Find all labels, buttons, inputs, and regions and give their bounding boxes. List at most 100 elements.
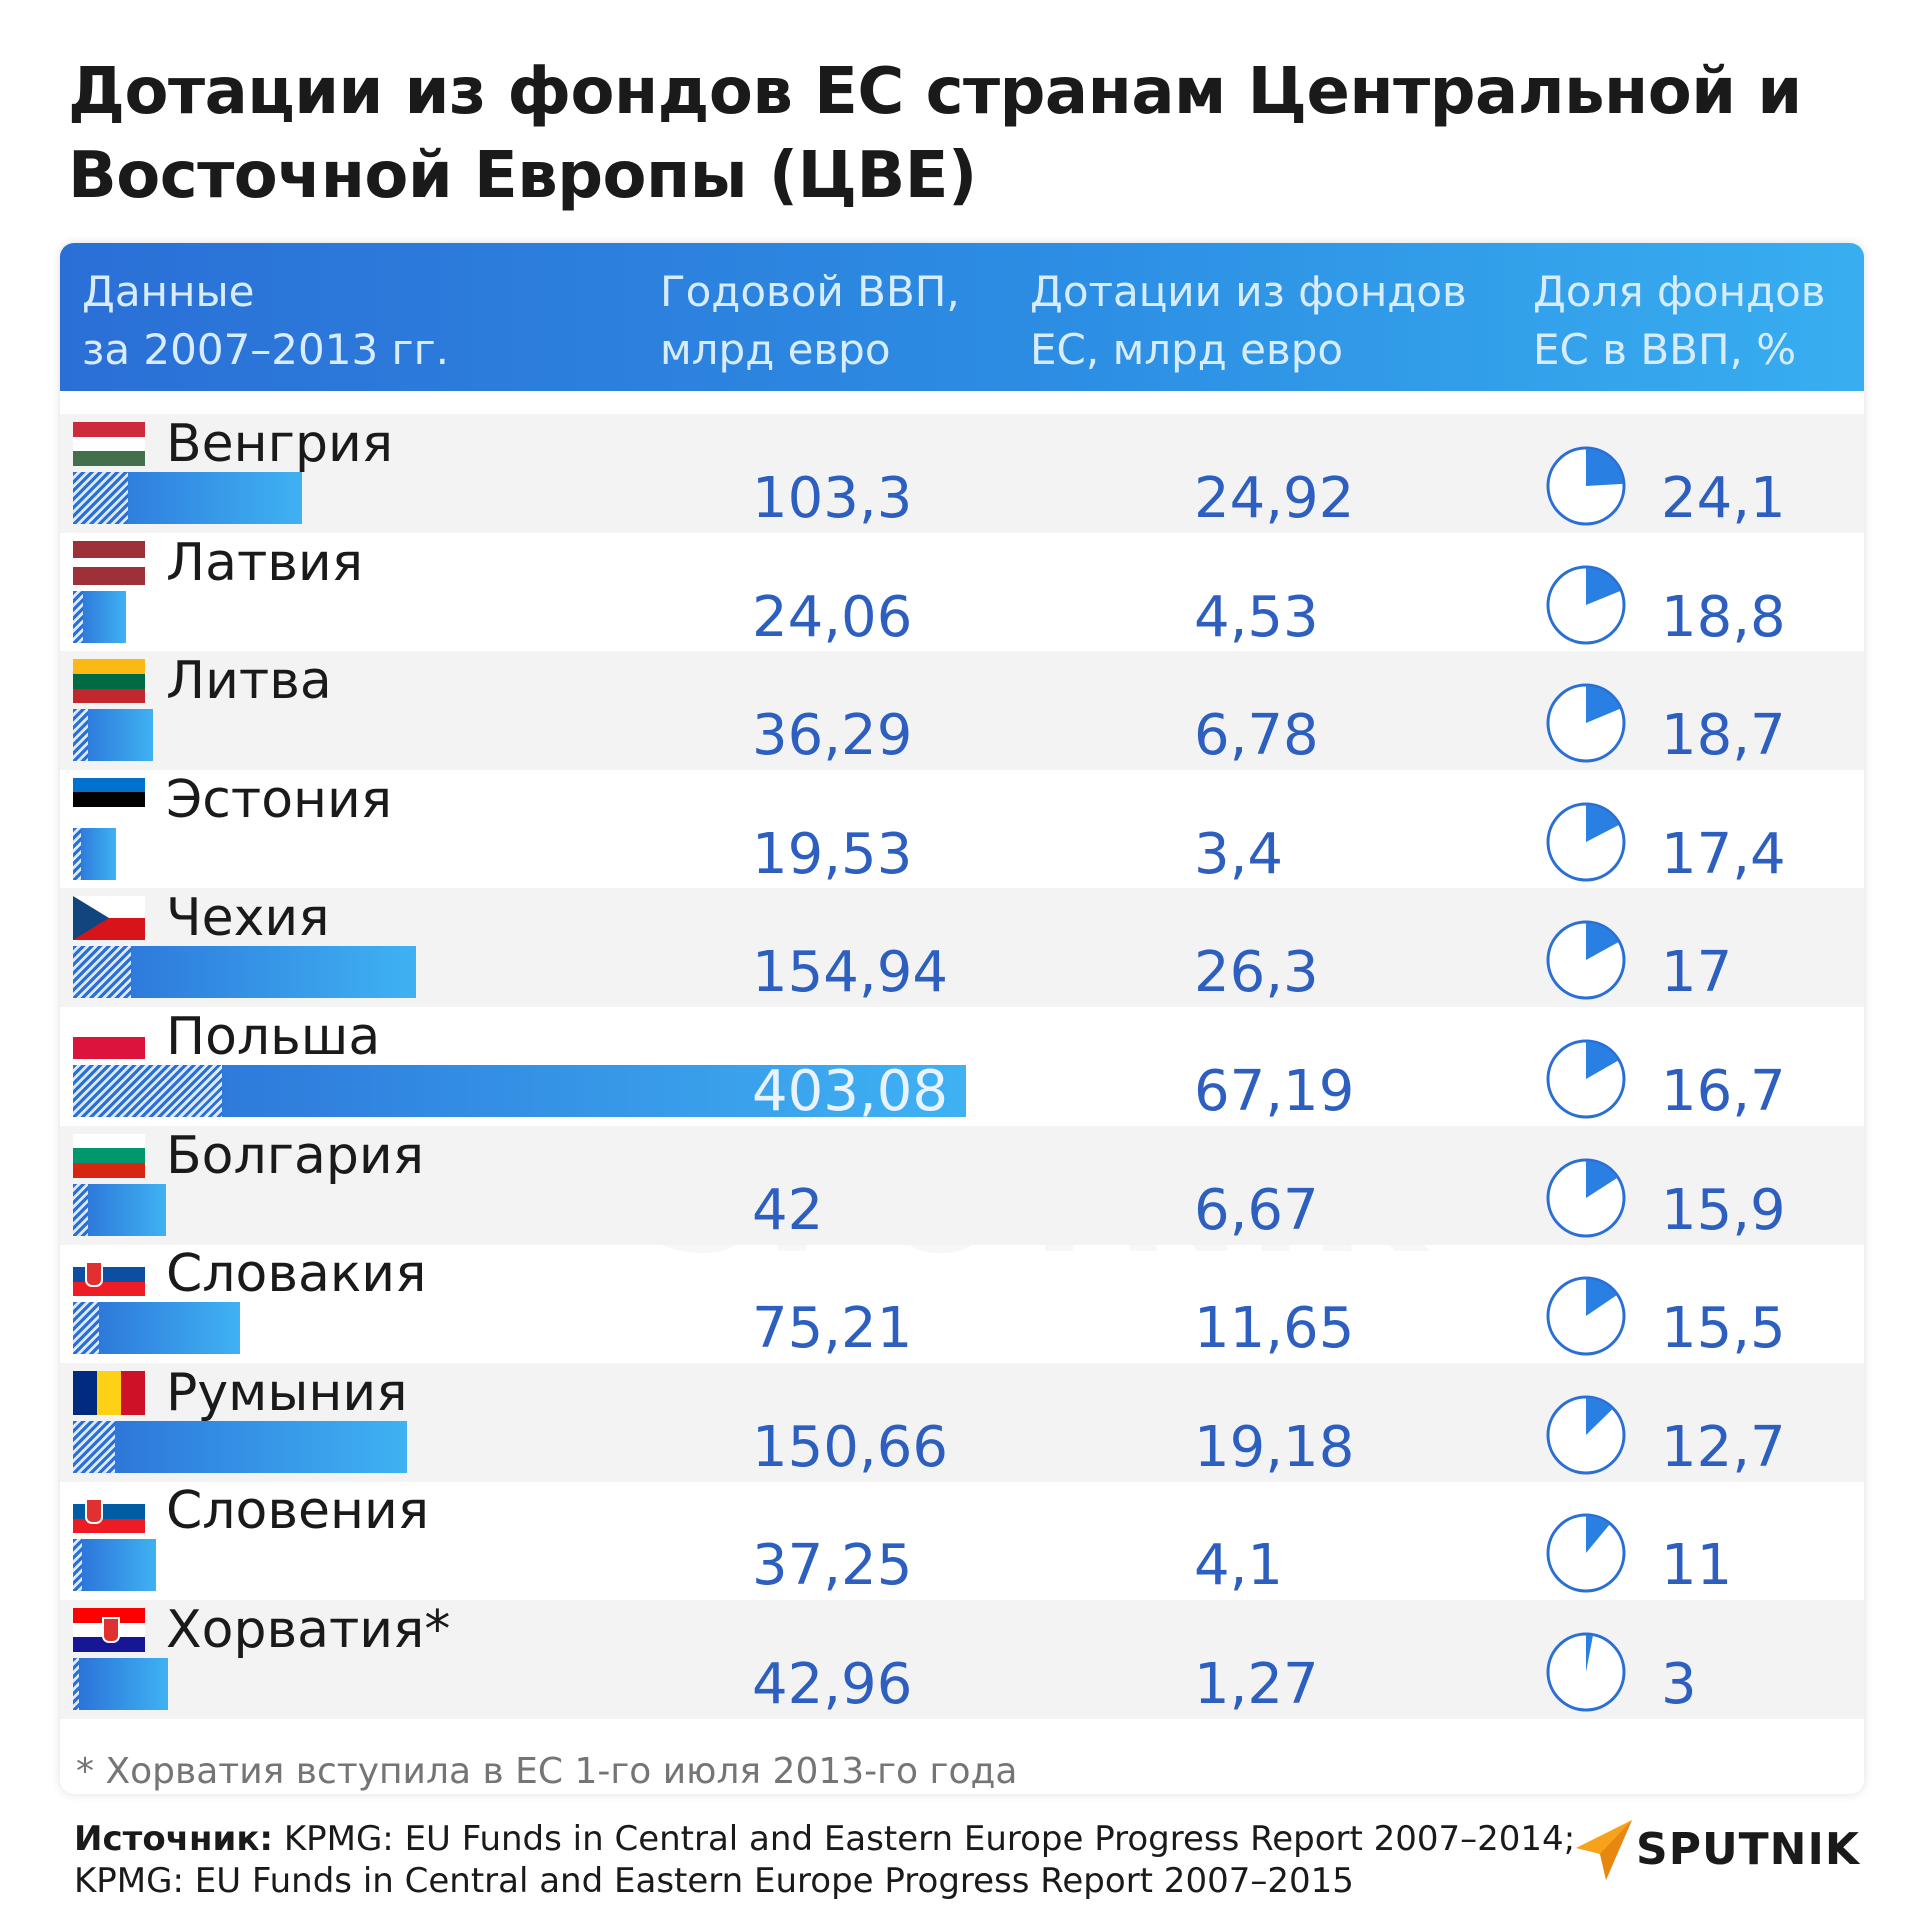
- share-pie: [1546, 1395, 1626, 1475]
- share-pie: [1546, 446, 1626, 526]
- country-name: Словения: [166, 1481, 430, 1542]
- share-value: 16,7: [1661, 1059, 1786, 1124]
- table-row: Хорватия* 42,96 1,27 3: [60, 1600, 1864, 1719]
- funds-value: 6,67: [1194, 1177, 1319, 1243]
- share-pie: [1546, 802, 1626, 882]
- table-row: Эстония 19,53 3,4 17,4: [60, 770, 1864, 889]
- gdp-bar: [73, 590, 127, 643]
- table-row: Литва 36,29 6,78 18,7: [60, 651, 1864, 771]
- flag-croatia-icon: [73, 1608, 145, 1652]
- share-value: 15,9: [1661, 1177, 1786, 1243]
- share-slice: [1586, 804, 1619, 842]
- table-row: Венгрия 103,3 24,92 24,1: [60, 414, 1864, 533]
- share-pie: [1546, 1158, 1626, 1238]
- gdp-bar: [73, 709, 154, 762]
- flag-bulgaria-icon: [73, 1133, 145, 1178]
- source: Источник: KPMG: EU Funds in Central and …: [74, 1818, 1575, 1902]
- gdp-value: 24,06: [752, 584, 913, 650]
- funds-value: 24,92: [1194, 466, 1355, 531]
- header-funds: Дотации из фондов ЕС, млрд евро: [1030, 267, 1467, 374]
- share-pie: [1546, 1513, 1626, 1593]
- gdp-value: 154,94: [752, 940, 948, 1006]
- funds-value: 4,1: [1194, 1533, 1284, 1599]
- source-line-2: KPMG: EU Funds in Central and Eastern Eu…: [74, 1861, 1354, 1901]
- share-slice: [1586, 1279, 1617, 1317]
- funds-bar-portion: [73, 472, 129, 524]
- share-value: 17,4: [1661, 821, 1786, 887]
- funds-bar-portion: [73, 827, 81, 880]
- country-name: Словакия: [166, 1244, 427, 1305]
- share-slice: [1586, 686, 1621, 724]
- gdp-bar: [73, 472, 302, 524]
- table-row: Латвия 24,06 4,53 18,8: [60, 533, 1864, 652]
- table-row: Словения 37,25 4,1 11: [60, 1481, 1864, 1600]
- gdp-value: 150,66: [752, 1414, 948, 1480]
- funds-bar-portion: [73, 1065, 222, 1117]
- share-slice: [1586, 1042, 1619, 1079]
- footnote: * Хорватия вступила в ЕС 1-го июля 2013-…: [76, 1751, 1018, 1792]
- chart-title: Дотации из фондов ЕС странам Центральной…: [68, 55, 1802, 213]
- header-period: Данные за 2007–2013 гг.: [82, 267, 450, 374]
- funds-value: 3,4: [1194, 821, 1284, 887]
- flag-latvia-icon: [73, 540, 145, 585]
- share-slice: [1586, 1635, 1593, 1672]
- gdp-bar: [73, 946, 417, 999]
- share-slice: [1586, 567, 1621, 605]
- share-value: 3: [1661, 1652, 1697, 1717]
- country-name: Эстония: [166, 769, 393, 830]
- gdp-value: 403,08: [752, 1059, 948, 1124]
- country-name: Чехия: [166, 888, 330, 949]
- funds-value: 6,78: [1194, 703, 1319, 769]
- country-name: Румыния: [166, 1362, 408, 1423]
- flag-slovenia-icon: [73, 1489, 145, 1534]
- header-share: Доля фондов ЕС в ВВП, %: [1533, 267, 1826, 374]
- table-row: Чехия 154,94 26,3 17: [60, 888, 1864, 1008]
- sputnik-logo-icon: [1576, 1820, 1632, 1880]
- gdp-bar: [73, 1420, 407, 1473]
- gdp-bar: [73, 1302, 240, 1355]
- gdp-value: 37,25: [752, 1533, 913, 1599]
- funds-value: 19,18: [1194, 1414, 1355, 1480]
- table-row: Словакия 75,21 11,65 15,5: [60, 1244, 1864, 1363]
- gdp-bar: [73, 1183, 167, 1236]
- funds-bar-portion: [73, 1183, 88, 1236]
- gdp-bar: [73, 1539, 156, 1592]
- share-value: 15,5: [1661, 1296, 1786, 1362]
- flag-romania-icon: [73, 1370, 145, 1415]
- share-slice: [1586, 923, 1619, 961]
- source-label: Источник:: [74, 1819, 274, 1859]
- country-name: Болгария: [166, 1125, 424, 1186]
- funds-bar-portion: [73, 1658, 79, 1710]
- flag-lithuania-icon: [73, 659, 145, 704]
- funds-value: 4,53: [1194, 584, 1319, 650]
- share-pie: [1546, 683, 1626, 763]
- source-line-1: KPMG: EU Funds in Central and Eastern Eu…: [283, 1819, 1576, 1859]
- sputnik-logo-text: SPUTNIK: [1636, 1824, 1860, 1875]
- funds-bar-portion: [73, 946, 132, 999]
- share-value: 18,8: [1661, 584, 1786, 650]
- share-slice: [1586, 1397, 1613, 1435]
- share-slice: [1586, 1160, 1618, 1198]
- share-value: 11: [1661, 1533, 1733, 1599]
- table-header: Данные за 2007–2013 гг. Годовой ВВП, млр…: [60, 243, 1864, 391]
- table-row: Румыния 150,66 19,18 12,7: [60, 1362, 1864, 1482]
- funds-bar-portion: [73, 1420, 116, 1473]
- funds-bar-portion: [73, 1539, 83, 1592]
- header-gdp: Годовой ВВП, млрд евро: [660, 267, 960, 374]
- funds-bar-portion: [73, 1302, 99, 1355]
- share-pie: [1546, 920, 1626, 1000]
- funds-bar-portion: [73, 709, 89, 762]
- funds-value: 67,19: [1194, 1059, 1355, 1124]
- share-value: 17: [1661, 940, 1733, 1006]
- gdp-bar: [73, 827, 117, 880]
- flag-slovakia-icon: [73, 1252, 145, 1297]
- sputnik-logo: SPUTNIK: [1574, 1818, 1864, 1888]
- country-name: Польша: [166, 1007, 381, 1067]
- country-name: Литва: [166, 651, 332, 712]
- share-pie: [1546, 1039, 1626, 1119]
- country-name: Венгрия: [166, 414, 394, 474]
- funds-value: 1,27: [1194, 1652, 1319, 1717]
- country-name: Хорватия*: [166, 1600, 451, 1660]
- data-table: SPUTNIK Данные за 2007–2013 гг. Годовой …: [60, 243, 1864, 1794]
- share-value: 24,1: [1661, 466, 1786, 531]
